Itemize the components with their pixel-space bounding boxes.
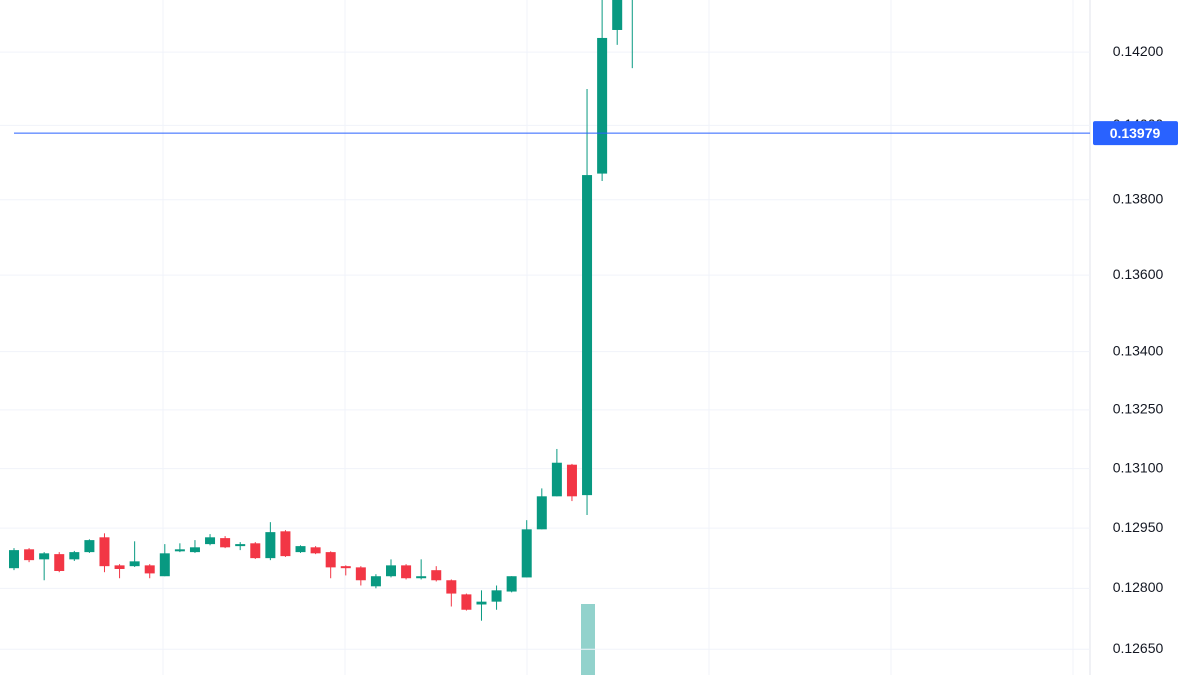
candle-body bbox=[250, 543, 261, 559]
candle-body bbox=[159, 553, 170, 577]
y-tick-label: 0.13250 bbox=[1113, 401, 1164, 417]
candle-body bbox=[536, 496, 547, 530]
candle-body bbox=[476, 601, 487, 605]
candle-body bbox=[386, 565, 396, 577]
candle-body bbox=[506, 576, 517, 592]
candle-body bbox=[370, 576, 381, 587]
candle-body bbox=[431, 570, 442, 581]
candle-body bbox=[265, 532, 276, 559]
candle-body bbox=[280, 531, 291, 557]
y-tick-label: 0.12650 bbox=[1113, 640, 1164, 656]
candle-body bbox=[566, 464, 577, 497]
y-tick-label: 0.14200 bbox=[1113, 43, 1164, 59]
candle-body bbox=[340, 566, 351, 569]
candle-body bbox=[416, 576, 427, 579]
candle-body bbox=[129, 561, 140, 567]
candle-body bbox=[174, 549, 185, 552]
candle-body bbox=[54, 554, 65, 571]
candles bbox=[9, 0, 1090, 621]
candle-body bbox=[144, 565, 155, 574]
y-tick-label: 0.13800 bbox=[1113, 190, 1164, 206]
y-tick-label: 0.13600 bbox=[1113, 266, 1164, 282]
price-label-box bbox=[1093, 121, 1178, 146]
candle-body bbox=[551, 462, 562, 497]
price-label: 0.13979 bbox=[1110, 125, 1161, 141]
candle-body bbox=[491, 590, 502, 602]
candle-body bbox=[114, 565, 125, 569]
candle-body bbox=[461, 594, 472, 610]
candle-body bbox=[235, 544, 246, 547]
candle-body bbox=[24, 549, 35, 561]
y-tick-label: 0.13400 bbox=[1113, 342, 1164, 358]
candle-body bbox=[39, 553, 50, 560]
candle-body bbox=[69, 552, 80, 560]
candle-body bbox=[401, 565, 412, 579]
candle-body bbox=[582, 175, 593, 496]
candle-body bbox=[325, 552, 336, 568]
candle-body bbox=[189, 547, 200, 553]
candle-body bbox=[220, 538, 231, 548]
candle-body bbox=[446, 580, 457, 594]
y-tick-label: 0.12800 bbox=[1113, 579, 1164, 595]
candle-body bbox=[612, 0, 623, 30]
candle-body bbox=[597, 37, 608, 174]
candle-body bbox=[99, 537, 110, 567]
candle-body bbox=[295, 546, 306, 553]
candle-body bbox=[9, 550, 19, 569]
y-tick-label: 0.13100 bbox=[1113, 459, 1164, 475]
time-grid bbox=[162, 0, 1074, 675]
candle-body bbox=[84, 540, 95, 553]
candle-body bbox=[310, 547, 321, 554]
candle-body bbox=[205, 537, 216, 545]
y-tick-label: 0.12950 bbox=[1113, 519, 1164, 535]
volume-bar bbox=[581, 604, 595, 675]
candle-body bbox=[521, 529, 532, 578]
candle-body bbox=[355, 567, 366, 581]
y-axis: 0.12650 0.12800 0.12950 0.13100 0.13250 0.134… bbox=[1093, 43, 1178, 656]
